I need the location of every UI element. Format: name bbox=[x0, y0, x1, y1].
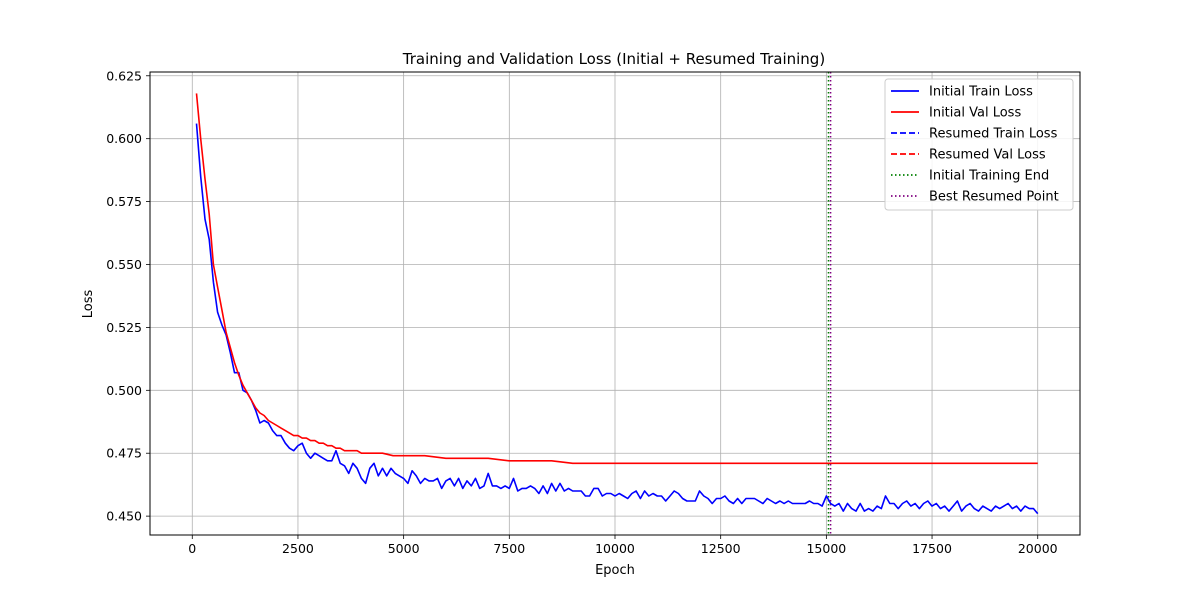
y-axis-label: Loss bbox=[81, 290, 96, 319]
y-tick-label: 0.450 bbox=[106, 509, 142, 524]
x-tick-label: 5000 bbox=[388, 541, 420, 556]
legend-label-initial-train-loss: Initial Train Loss bbox=[929, 85, 1033, 100]
initial-train-loss-line bbox=[195, 123, 1039, 515]
initial-val-loss-line bbox=[195, 93, 1038, 465]
x-tick-label: 12500 bbox=[701, 541, 741, 556]
y-tick-label: 0.500 bbox=[106, 383, 142, 398]
legend-label-resumed-train-loss: Resumed Train Loss bbox=[929, 127, 1058, 142]
legend: Initial Train Loss Initial Val Loss Resume… bbox=[884, 78, 1074, 211]
series-lines bbox=[195, 93, 1039, 515]
y-tick-label: 0.625 bbox=[106, 68, 142, 83]
legend-label-best-resumed-point: Best Resumed Point bbox=[929, 190, 1059, 205]
x-axis: 0 2500 5000 7500 10000 12500 15000 17500 20000 bbox=[188, 535, 1058, 556]
legend-label-initial-training-end: Initial Training End bbox=[929, 169, 1049, 184]
legend-box bbox=[884, 78, 1074, 211]
x-tick-label: 17500 bbox=[912, 541, 952, 556]
legend-label-resumed-val-loss: Resumed Val Loss bbox=[929, 148, 1046, 163]
x-tick-label: 0 bbox=[188, 541, 196, 556]
chart-title: Training and Validation Loss (Initial + … bbox=[402, 50, 825, 68]
x-axis-label: Epoch bbox=[595, 563, 635, 578]
x-tick-label: 10000 bbox=[595, 541, 635, 556]
y-tick-label: 0.575 bbox=[106, 194, 142, 209]
x-tick-label: 2500 bbox=[282, 541, 314, 556]
y-tick-label: 0.600 bbox=[106, 131, 142, 146]
y-tick-label: 0.550 bbox=[106, 257, 142, 272]
x-tick-label: 7500 bbox=[493, 541, 525, 556]
vertical-markers bbox=[827, 72, 832, 535]
y-tick-label: 0.525 bbox=[106, 320, 142, 335]
legend-label-initial-val-loss: Initial Val Loss bbox=[929, 106, 1021, 121]
x-tick-label: 15000 bbox=[806, 541, 846, 556]
y-tick-label: 0.475 bbox=[106, 446, 142, 461]
x-tick-label: 20000 bbox=[1018, 541, 1058, 556]
y-axis: 0.450 0.475 0.500 0.525 0.550 0.575 0.600 0.625 bbox=[106, 68, 150, 524]
